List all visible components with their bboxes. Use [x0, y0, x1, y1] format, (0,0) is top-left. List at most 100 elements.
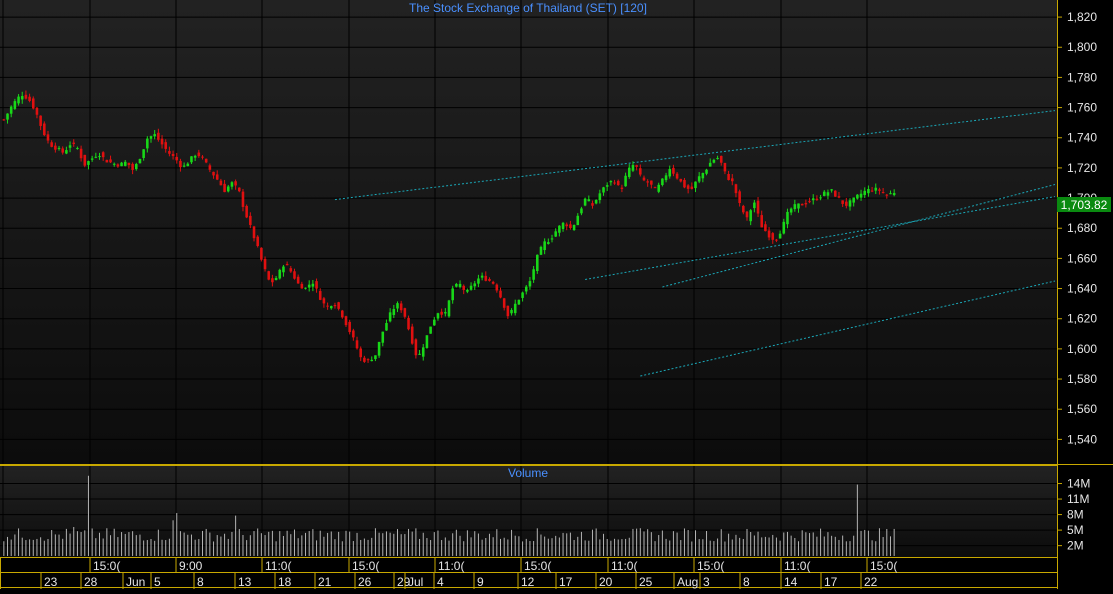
- candle: [819, 194, 822, 201]
- candle: [252, 225, 256, 242]
- candle: [870, 186, 874, 193]
- candle: [421, 344, 425, 361]
- trend-channel[interactable]: [334, 110, 1056, 377]
- volume-tick-label: 2M: [1067, 539, 1084, 553]
- candle: [146, 136, 149, 153]
- candle: [388, 308, 392, 323]
- candle: [171, 150, 175, 160]
- candle: [370, 356, 374, 362]
- candle: [326, 302, 329, 310]
- candle: [661, 178, 664, 187]
- candle: [54, 142, 57, 153]
- candle: [550, 234, 554, 243]
- candle: [734, 183, 738, 198]
- volume-tick-label: 11M: [1067, 492, 1089, 506]
- candle: [756, 197, 760, 218]
- candle: [17, 94, 20, 106]
- candle: [510, 308, 513, 316]
- candle: [786, 208, 789, 229]
- candle: [609, 180, 613, 186]
- price-tick-label: 1,680: [1067, 221, 1097, 235]
- candle: [499, 287, 502, 299]
- candle: [646, 179, 649, 187]
- candle: [94, 152, 98, 159]
- candle: [440, 308, 443, 318]
- candle: [683, 177, 686, 189]
- candle: [304, 287, 307, 290]
- price-tick-label: 1,660: [1067, 251, 1097, 265]
- candle: [9, 105, 13, 118]
- time-label: 15:0(: [524, 559, 551, 573]
- candle: [219, 178, 223, 186]
- candle: [6, 113, 9, 124]
- date-label: 14: [784, 575, 798, 589]
- candle: [484, 271, 488, 282]
- candle: [488, 277, 491, 282]
- candle: [142, 149, 145, 161]
- candle: [333, 302, 337, 309]
- candle: [455, 282, 458, 288]
- last-price-label: 1,703.82: [1061, 198, 1108, 212]
- candle: [186, 162, 190, 167]
- candle: [385, 319, 388, 331]
- candle: [278, 268, 282, 280]
- candle: [708, 158, 712, 167]
- candle: [289, 265, 293, 273]
- candle: [462, 284, 466, 295]
- date-label: 13: [238, 575, 252, 589]
- date-label: 29: [397, 575, 411, 589]
- candle: [131, 162, 134, 175]
- candle: [28, 93, 31, 103]
- candle: [800, 203, 804, 206]
- price-tick-label: 1,780: [1067, 70, 1097, 84]
- candle: [318, 288, 322, 301]
- candle: [789, 207, 793, 216]
- candle: [719, 155, 723, 166]
- date-label: 26: [358, 575, 372, 589]
- candle: [528, 276, 532, 290]
- candle: [668, 165, 672, 179]
- candle: [329, 305, 333, 310]
- date-label: 4: [437, 575, 444, 589]
- candle: [701, 172, 705, 183]
- candle: [694, 181, 697, 193]
- candle: [705, 168, 708, 176]
- candle: [863, 187, 867, 198]
- date-label: 17: [559, 575, 573, 589]
- candle: [399, 300, 403, 313]
- date-label: 3: [703, 575, 710, 589]
- volume-tick-label: 14M: [1067, 477, 1090, 491]
- candle: [613, 179, 616, 185]
- candle: [558, 225, 561, 237]
- time-label: 11:0(: [611, 559, 637, 573]
- channel-line: [334, 110, 1056, 201]
- candle: [120, 161, 123, 167]
- candle: [616, 179, 620, 186]
- candle: [480, 272, 484, 281]
- candle: [631, 161, 635, 173]
- candle: [425, 335, 429, 349]
- date-label: 8: [197, 575, 204, 589]
- candle: [690, 182, 694, 190]
- time-axis[interactable]: 15:0(9:00 11:0(15:0(11:0(15:0(11:0(15:0(1…: [0, 557, 1057, 589]
- candle: [594, 199, 598, 205]
- candle: [381, 331, 385, 347]
- candle: [775, 238, 778, 243]
- candle: [889, 190, 892, 195]
- candle: [105, 159, 109, 163]
- date-label: 12: [521, 575, 535, 589]
- candle: [65, 146, 68, 155]
- volume-tick-label: 8M: [1067, 508, 1084, 522]
- grid: [0, 0, 1057, 557]
- candle: [366, 358, 370, 363]
- candle: [477, 274, 480, 288]
- candle: [635, 164, 638, 171]
- candle: [543, 238, 546, 255]
- candle: [808, 197, 811, 204]
- candle: [68, 141, 72, 153]
- candle: [61, 146, 64, 155]
- candle: [764, 221, 767, 232]
- candle: [46, 130, 50, 144]
